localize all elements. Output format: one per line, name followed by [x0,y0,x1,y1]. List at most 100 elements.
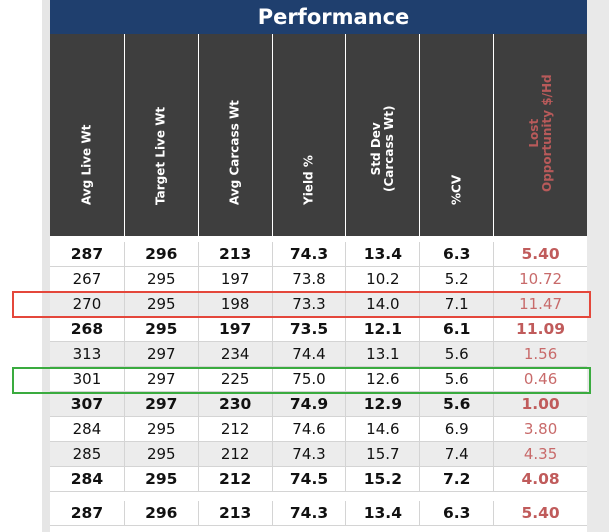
table-row[interactable]: 301 297 225 75.0 12.6 5.6 0.46 [50,366,587,392]
cell-yield: 74.5 [273,466,347,492]
total-row: 287 296 213 74.3 13.4 6.3 5.40 [50,500,587,526]
cell-avg-carcass-wt: 212 [199,416,273,442]
table-row[interactable]: 287 296 213 74.3 13.4 6.3 5.40 [50,241,587,267]
cell-target-live-wt: 295 [125,466,199,492]
cell-target-live-wt: 297 [125,341,199,367]
cell-std-dev: 13.4 [346,241,421,267]
column-header-row: Avg Live Wt Target Live Wt Avg Carcass W… [50,34,587,236]
cell-target-live-wt: 295 [125,291,199,317]
cell-avg-carcass-wt: 198 [199,291,273,317]
cell-lost-opportunity: 5.40 [521,244,560,263]
cell-avg-carcass-wt: 197 [199,266,273,292]
column-header-avg-carcass-wt[interactable]: Avg Carcass Wt [199,34,273,236]
cell-yield: 73.5 [273,316,347,342]
section-title-text: Performance [257,5,410,29]
cell-std-dev: 12.6 [346,366,421,392]
cell-lost-opportunity: 11.09 [516,319,566,338]
cell-avg-live-wt: 285 [50,441,125,467]
total-cell-avg-live-wt: 287 [50,501,125,526]
cell-avg-live-wt: 301 [50,366,125,392]
section-title: Performance [50,0,587,34]
cell-cv: 6.9 [420,416,495,442]
header-gap [50,236,587,242]
cell-yield: 73.8 [273,266,347,292]
column-header-cv[interactable]: %CV [420,34,495,236]
cell-target-live-wt: 295 [125,416,199,442]
cell-yield: 74.3 [273,241,347,267]
column-header-target-live-wt[interactable]: Target Live Wt [125,34,199,236]
cell-avg-carcass-wt: 213 [199,241,273,267]
cell-lost-opportunity: 1.00 [521,394,560,413]
cell-avg-carcass-wt: 230 [199,391,273,417]
total-cell-lost-opportunity: 5.40 [521,504,560,522]
cell-yield: 74.3 [273,441,347,467]
table-row[interactable]: 307 297 230 74.9 12.9 5.6 1.00 [50,391,587,417]
column-header-label: Target Live Wt [153,106,168,205]
column-header-std-dev[interactable]: Std Dev (Carcass Wt) [346,34,421,236]
table-row[interactable]: 270 295 198 73.3 14.0 7.1 11.47 [50,291,587,317]
cell-yield: 74.6 [273,416,347,442]
cell-cv: 7.2 [420,466,495,492]
cell-avg-carcass-wt: 225 [199,366,273,392]
cell-lost-opportunity: 3.80 [523,419,558,438]
cell-target-live-wt: 295 [125,316,199,342]
left-gutter [42,0,50,532]
cell-avg-carcass-wt: 197 [199,316,273,342]
column-header-label: Avg Live Wt [79,124,94,205]
cell-cv: 5.2 [420,266,495,292]
column-header-label: %CV [449,174,464,205]
right-gutter [587,0,609,532]
cell-target-live-wt: 297 [125,366,199,392]
cell-cv: 5.6 [420,366,495,392]
table-row[interactable]: 285 295 212 74.3 15.7 7.4 4.35 [50,441,587,467]
table-row[interactable]: 268 295 197 73.5 12.1 6.1 11.09 [50,316,587,342]
table-row[interactable]: 313 297 234 74.4 13.1 5.6 1.56 [50,341,587,367]
column-header-lost-opportunity[interactable]: Lost Opportunity $/Hd [494,34,587,236]
cell-avg-live-wt: 313 [50,341,125,367]
total-cell-target-live-wt: 296 [125,501,199,526]
table-row[interactable]: 267 295 197 73.8 10.2 5.2 10.72 [50,266,587,292]
cell-avg-live-wt: 270 [50,291,125,317]
column-header-yield[interactable]: Yield % [273,34,347,236]
cell-cv: 6.3 [420,241,495,267]
cell-cv: 7.1 [420,291,495,317]
cell-avg-live-wt: 268 [50,316,125,342]
cell-target-live-wt: 297 [125,391,199,417]
total-cell-yield: 74.3 [273,501,347,526]
column-header-label: Std Dev (Carcass Wt) [368,105,396,192]
cell-lost-opportunity: 4.08 [521,469,560,488]
cell-cv: 5.6 [420,341,495,367]
cell-yield: 74.9 [273,391,347,417]
cell-lost-opportunity: 1.56 [523,344,558,363]
cell-yield: 74.4 [273,341,347,367]
cell-std-dev: 14.6 [346,416,421,442]
cell-std-dev: 14.0 [346,291,421,317]
cell-std-dev: 12.1 [346,316,421,342]
cell-std-dev: 15.2 [346,466,421,492]
cell-target-live-wt: 295 [125,266,199,292]
total-cell-cv: 6.3 [420,501,495,526]
cell-std-dev: 10.2 [346,266,421,292]
column-header-avg-live-wt[interactable]: Avg Live Wt [50,34,125,236]
cell-lost-opportunity: 4.35 [523,444,558,463]
total-cell-avg-carcass-wt: 213 [199,501,273,526]
cell-target-live-wt: 296 [125,241,199,267]
cell-cv: 7.4 [420,441,495,467]
table-row[interactable]: 284 295 212 74.6 14.6 6.9 3.80 [50,416,587,442]
cell-std-dev: 15.7 [346,441,421,467]
cell-lost-opportunity: 11.47 [519,294,563,313]
column-header-label: Yield % [301,155,316,205]
cell-cv: 5.6 [420,391,495,417]
column-header-label: Avg Carcass Wt [227,100,242,205]
cell-lost-opportunity: 10.72 [519,269,563,288]
cell-cv: 6.1 [420,316,495,342]
cell-avg-live-wt: 307 [50,391,125,417]
cell-yield: 73.3 [273,291,347,317]
table-row[interactable]: 284 295 212 74.5 15.2 7.2 4.08 [50,466,587,492]
cell-target-live-wt: 295 [125,441,199,467]
cell-yield: 75.0 [273,366,347,392]
column-header-label: Lost Opportunity $/Hd [526,74,554,192]
cell-std-dev: 12.9 [346,391,421,417]
cell-avg-live-wt: 284 [50,466,125,492]
table-body: 287 296 213 74.3 13.4 6.3 5.40 267 295 197 73.8 10.… [50,241,587,492]
